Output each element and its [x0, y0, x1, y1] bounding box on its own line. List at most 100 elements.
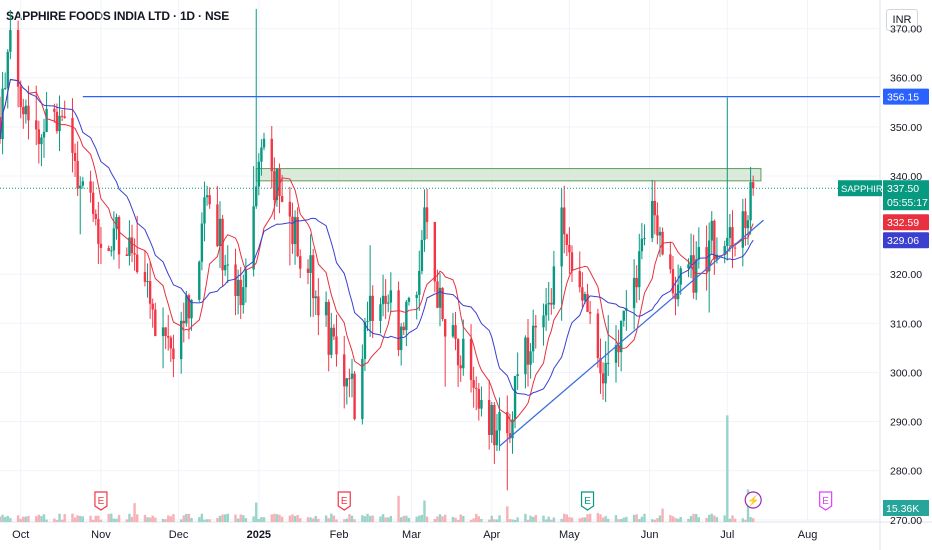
volume-bar — [350, 515, 354, 522]
volume-bar — [744, 519, 747, 522]
volume-bar — [226, 513, 229, 522]
volume-bar — [516, 517, 519, 522]
volume-bar — [63, 514, 66, 522]
candle-body — [689, 255, 693, 265]
volume-bar — [324, 515, 328, 522]
volume-bar — [552, 517, 556, 522]
candle-body — [728, 227, 732, 238]
candle-body — [332, 327, 336, 337]
candle-body — [234, 264, 237, 296]
volume-bar — [379, 516, 382, 522]
candle-body — [255, 186, 258, 207]
candle-body — [405, 301, 408, 331]
y-tick-label: 270.00 — [890, 515, 922, 527]
currency-button[interactable]: INR — [886, 9, 918, 31]
volume-bar — [117, 514, 121, 522]
candle-body — [125, 254, 129, 256]
candle-body — [19, 86, 22, 108]
candle-body — [81, 181, 85, 186]
volume-bar — [257, 519, 261, 522]
candle-body — [185, 295, 188, 324]
candle-body — [280, 195, 284, 202]
price-axis[interactable]: 370.00 360.00 350.00 340.00 320.00 310.00 300.… — [838, 24, 929, 527]
candle-body — [218, 218, 222, 247]
volume-bar — [343, 519, 346, 522]
volume-bar — [208, 519, 211, 522]
y-tick-label: 280.00 — [890, 466, 922, 478]
volume-bar — [560, 518, 563, 522]
candle-body — [399, 326, 403, 351]
candle-body — [723, 245, 726, 255]
volume-bar — [332, 515, 336, 522]
candle-body — [443, 319, 447, 337]
volume-bar — [128, 513, 131, 522]
volume-bar — [182, 515, 185, 522]
volume-bar — [425, 516, 429, 522]
candle-body — [480, 400, 483, 409]
volume-bar — [221, 514, 224, 522]
volume-bar — [384, 517, 387, 522]
volume-bar — [570, 517, 574, 522]
candle-body — [715, 254, 719, 260]
volume-bar — [731, 515, 734, 522]
candle-body — [24, 105, 28, 115]
candle-body — [27, 105, 30, 121]
drawn-lines — [0, 96, 880, 447]
candle-body — [607, 362, 610, 364]
volume-bar — [459, 514, 462, 522]
candle-body — [526, 337, 530, 365]
volume-label: 15.36K — [886, 503, 919, 515]
candle-body — [552, 266, 556, 305]
candle-body — [182, 320, 185, 324]
volume-bar — [619, 519, 623, 522]
volume-bar — [154, 517, 157, 522]
volume-bar — [35, 516, 38, 522]
candle-body — [741, 211, 745, 248]
volume-bar — [658, 515, 662, 522]
volume-bar — [498, 515, 501, 522]
candle-body — [130, 237, 134, 254]
candle-body — [433, 221, 437, 282]
candle-body — [705, 247, 708, 272]
split-event-icon — [744, 491, 762, 509]
candle-body — [221, 218, 224, 271]
candle-body — [658, 231, 662, 236]
volume-bar — [653, 519, 657, 522]
candle-body — [733, 247, 737, 249]
candle-body — [107, 247, 110, 251]
candle-body — [653, 200, 657, 216]
x-tick-label: May — [559, 529, 580, 541]
volume-bar — [508, 519, 512, 522]
candle-body — [135, 254, 139, 272]
candle-body — [348, 378, 351, 380]
volume-bar — [94, 515, 97, 522]
earnings-event-label: E — [584, 496, 591, 507]
candle-body — [55, 111, 59, 132]
candle-body — [651, 200, 654, 239]
candle-body — [381, 295, 385, 305]
volume-bar — [223, 514, 227, 522]
volume-bar — [58, 513, 61, 522]
candle-body — [397, 290, 400, 351]
split-event-label: ⚡ — [747, 494, 759, 507]
candle-body — [516, 374, 519, 376]
candle-body — [697, 247, 701, 260]
candle-body — [583, 294, 587, 301]
x-tick-label: Oct — [12, 529, 29, 541]
earnings-event-icon — [337, 491, 351, 511]
candle-body — [242, 287, 245, 306]
candle-body — [671, 269, 675, 294]
volume-bar — [487, 519, 491, 522]
earnings-event-icon — [580, 491, 595, 511]
ma-fast-line — [0, 78, 754, 424]
volume-bar — [239, 514, 242, 522]
volume-bar — [581, 517, 584, 522]
volume-bar — [270, 514, 273, 522]
volume-bar — [200, 513, 204, 522]
y-tick-label: 350.00 — [890, 122, 922, 134]
time-axis[interactable]: Oct Nov Dec 2025 Feb Mar Apr May Jun Jul Aug — [12, 529, 817, 541]
candle-body — [9, 29, 12, 52]
volume-bar — [107, 513, 110, 522]
volume-bar — [187, 513, 191, 522]
